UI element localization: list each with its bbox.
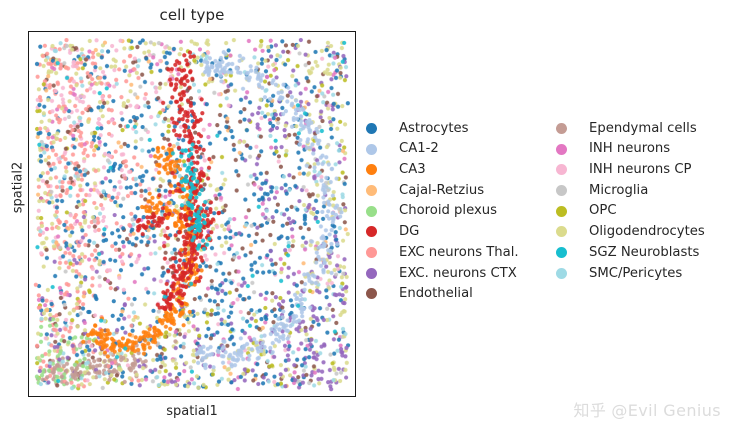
legend-color-swatch (366, 205, 377, 217)
legend-column-right: Ependymal cells INH neurons INH neurons CP… (556, 118, 726, 304)
legend-item-label: Astrocytes (399, 120, 469, 136)
legend-color-swatch (366, 143, 377, 155)
legend-item[interactable]: Oligodendrocytes (556, 221, 726, 242)
legend-item-label: Oligodendrocytes (589, 224, 705, 240)
legend-item-label: INH neurons (589, 141, 671, 157)
legend-item-label: Ependymal cells (589, 120, 697, 136)
legend-item[interactable]: INH neurons (556, 139, 726, 160)
watermark: 知乎 @Evil Genius (574, 397, 721, 421)
x-axis-label: spatial1 (166, 404, 218, 419)
legend-color-swatch (366, 288, 377, 300)
legend-item[interactable]: CA1-2 (366, 139, 556, 160)
zhihu-logo-text: 知乎 (573, 401, 607, 420)
legend-color-swatch (556, 143, 567, 155)
legend-color-swatch (366, 164, 377, 176)
legend-item-label: Cajal-Retzius (399, 182, 485, 198)
legend-item[interactable]: Endothelial (366, 284, 556, 305)
legend-color-swatch (556, 205, 567, 217)
legend-color-swatch (366, 122, 377, 134)
legend-item[interactable]: Cajal-Retzius (366, 180, 556, 201)
legend-item[interactable]: Microglia (556, 180, 726, 201)
legend-item-label: DG (399, 224, 420, 240)
legend-color-swatch (366, 226, 377, 238)
legend-item-label: OPC (589, 203, 617, 219)
scatter-plot-canvas (29, 32, 355, 396)
legend-color-swatch (556, 267, 567, 279)
plot-area (28, 31, 356, 397)
watermark-handle: @Evil Genius (611, 401, 721, 420)
legend-item-label: INH neurons CP (589, 162, 692, 178)
legend-item[interactable]: CA3 (366, 159, 556, 180)
legend-item[interactable]: EXC neurons Thal. (366, 242, 556, 263)
legend-color-swatch (366, 267, 377, 279)
legend-item-label: Microglia (589, 182, 649, 198)
legend-item[interactable]: Choroid plexus (366, 201, 556, 222)
legend-item-label: Choroid plexus (399, 203, 498, 219)
legend-color-swatch (556, 226, 567, 238)
legend-color-swatch (556, 122, 567, 134)
legend-item-label: Endothelial (399, 286, 473, 302)
legend-item-label: SGZ Neuroblasts (589, 244, 700, 260)
legend-item[interactable]: OPC (556, 201, 726, 222)
legend-item[interactable]: SMC/Pericytes (556, 263, 726, 284)
legend: Astrocytes CA1-2 CA3 Cajal-Retzius Choroid p… (366, 118, 726, 304)
legend-color-swatch (366, 184, 377, 196)
legend-item-label: EXC neurons Thal. (399, 244, 519, 260)
chart-title: cell type (159, 6, 225, 24)
legend-item[interactable]: DG (366, 221, 556, 242)
legend-item[interactable]: INH neurons CP (556, 159, 726, 180)
legend-item[interactable]: Astrocytes (366, 118, 556, 139)
legend-column-left: Astrocytes CA1-2 CA3 Cajal-Retzius Choroid p… (366, 118, 556, 304)
legend-color-swatch (556, 184, 567, 196)
legend-item-label: SMC/Pericytes (589, 265, 683, 281)
legend-color-swatch (556, 246, 567, 258)
y-axis-label: spatial2 (10, 161, 26, 214)
legend-item-label: CA1-2 (399, 141, 439, 157)
legend-item[interactable]: EXC. neurons CTX (366, 263, 556, 284)
legend-item-label: EXC. neurons CTX (399, 265, 517, 281)
legend-item[interactable]: Ependymal cells (556, 118, 726, 139)
legend-item[interactable]: SGZ Neuroblasts (556, 242, 726, 263)
legend-item-label: CA3 (399, 162, 426, 178)
legend-color-swatch (556, 164, 567, 176)
legend-color-swatch (366, 246, 377, 258)
